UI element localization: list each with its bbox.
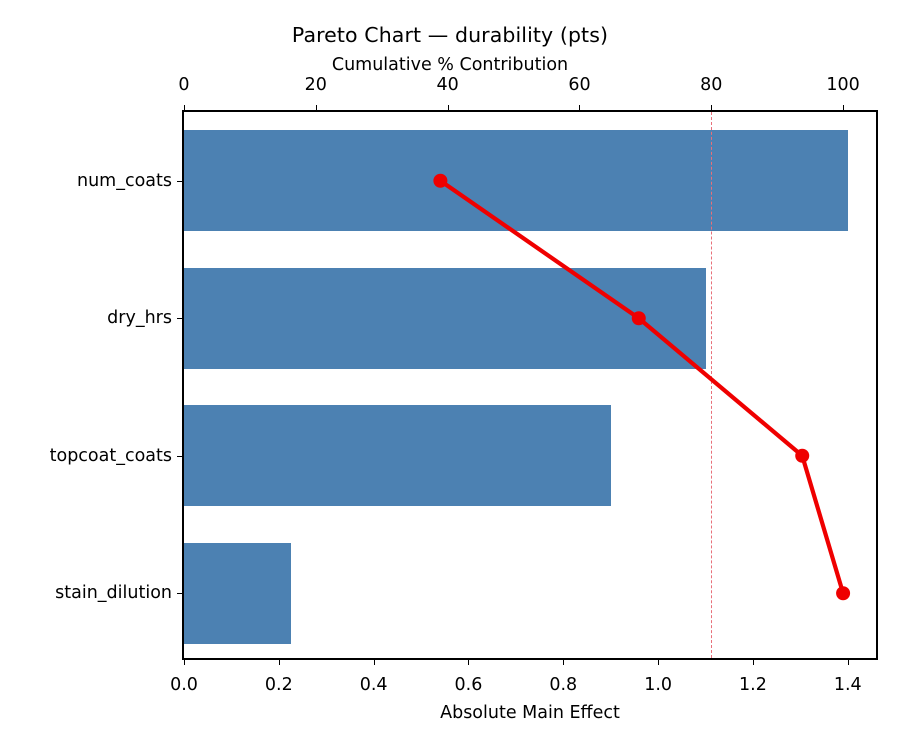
x-ticklabel-0.8: 0.8: [549, 675, 578, 695]
cumulative-marker-topcoat_coats: [795, 448, 810, 463]
x-ticklabel-0.0: 0.0: [170, 675, 198, 695]
top-ticklabel-60: 60: [568, 75, 591, 95]
top-tick-20: [315, 105, 317, 111]
y-ticklabel-num_coats: num_coats: [76, 170, 172, 191]
x-ticklabel-0.4: 0.4: [359, 675, 388, 695]
y-tick-dry_hrs: [177, 318, 183, 320]
y-ticklabel-dry_hrs: dry_hrs: [107, 308, 172, 329]
cumulative-marker-stain_dilution: [836, 586, 851, 601]
cumulative-marker-dry_hrs: [631, 311, 646, 326]
top-ticklabel-40: 40: [436, 75, 459, 95]
x-tick-0.6: [468, 659, 470, 665]
y-ticklabel-stain_dilution: stain_dilution: [55, 583, 172, 604]
cumulative-polyline: [438, 178, 846, 596]
x-ticklabel-1.2: 1.2: [739, 675, 767, 695]
bar-topcoat_coats: [184, 405, 611, 507]
plot-inner: [184, 112, 876, 658]
x-tick-0.0: [184, 659, 185, 665]
chart-title: Pareto Chart — durability (pts): [291, 23, 609, 47]
top-tick-40: [447, 105, 449, 111]
top-ticklabel-80: 80: [700, 75, 723, 95]
x-tick-1.0: [658, 659, 660, 665]
x-ticklabel-0.6: 0.6: [454, 675, 483, 695]
bar-num_coats: [184, 130, 848, 232]
bar-stain_dilution: [184, 542, 291, 644]
y-tick-num_coats: [177, 180, 183, 182]
threshold-line-80-percent: [711, 112, 713, 658]
y-tick-topcoat_coats: [177, 455, 183, 457]
x-tick-1.2: [752, 659, 754, 665]
top-tick-100: [843, 105, 845, 111]
cumulative-markers: [433, 173, 851, 601]
x-tick-0.8: [563, 659, 565, 665]
cumulative-marker-num_coats: [433, 173, 448, 188]
plot-area: 0.0 0.2 0.4 0.6 0.8 1.0 1.2 1.4 0 20 40 60 80 100 num_…: [50, 75, 878, 695]
top-tick-60: [579, 105, 581, 111]
cumulative-line-layer: [433, 173, 851, 601]
top-tick-0: [184, 105, 185, 111]
x-tick-0.4: [373, 659, 375, 665]
bar-dry_hrs: [184, 267, 706, 369]
x-ticklabel-0.2: 0.2: [264, 675, 293, 695]
top-tick-80: [711, 105, 713, 111]
y-tick-stain_dilution: [177, 593, 183, 595]
top-axis-label: Cumulative % Contribution: [331, 55, 569, 75]
x-tick-0.2: [278, 659, 280, 665]
x-ticklabel-1.4: 1.4: [833, 675, 862, 695]
top-ticklabel-0: 0: [178, 75, 190, 95]
y-ticklabel-topcoat_coats: topcoat_coats: [49, 445, 172, 466]
x-tick-1.4: [847, 659, 849, 665]
x-axis-label: Absolute Main Effect: [440, 703, 620, 723]
x-ticklabel-1.0: 1.0: [644, 675, 673, 695]
top-ticklabel-100: 100: [826, 75, 860, 95]
top-ticklabel-20: 20: [304, 75, 327, 95]
